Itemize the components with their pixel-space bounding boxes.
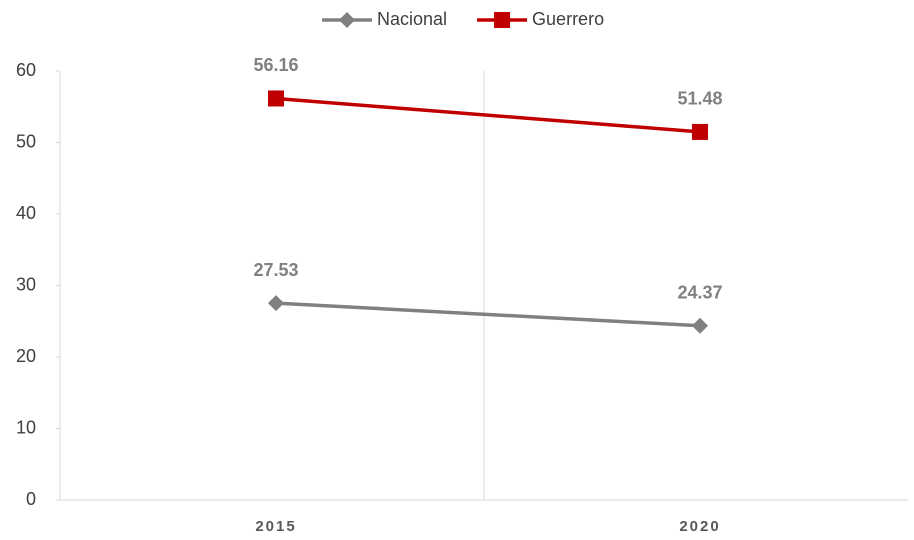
y-tick-label: 20 (16, 346, 36, 366)
y-tick-label: 30 (16, 274, 36, 294)
legend-marker (494, 12, 511, 28)
data-point (268, 90, 284, 107)
data-point (692, 123, 708, 140)
series-line (275, 96, 701, 134)
data-point (268, 295, 284, 312)
y-tick-label: 50 (16, 131, 36, 151)
legend-label: Guerrero (532, 9, 604, 29)
data-label: 51.48 (677, 89, 722, 109)
data-label: 24.37 (677, 283, 722, 303)
series-line (275, 301, 701, 328)
data-label: 56.16 (253, 55, 298, 75)
x-tick-label: 2020 (679, 518, 720, 535)
y-tick-label: 40 (16, 203, 36, 223)
y-tick-label: 0 (26, 489, 36, 509)
legend-label: Nacional (377, 9, 447, 29)
data-label: 27.53 (253, 260, 298, 280)
y-tick-label: 60 (16, 60, 36, 80)
data-point (692, 317, 708, 334)
x-tick-label: 2015 (255, 518, 296, 535)
legend-marker (339, 12, 355, 28)
y-tick-label: 10 (16, 417, 36, 437)
